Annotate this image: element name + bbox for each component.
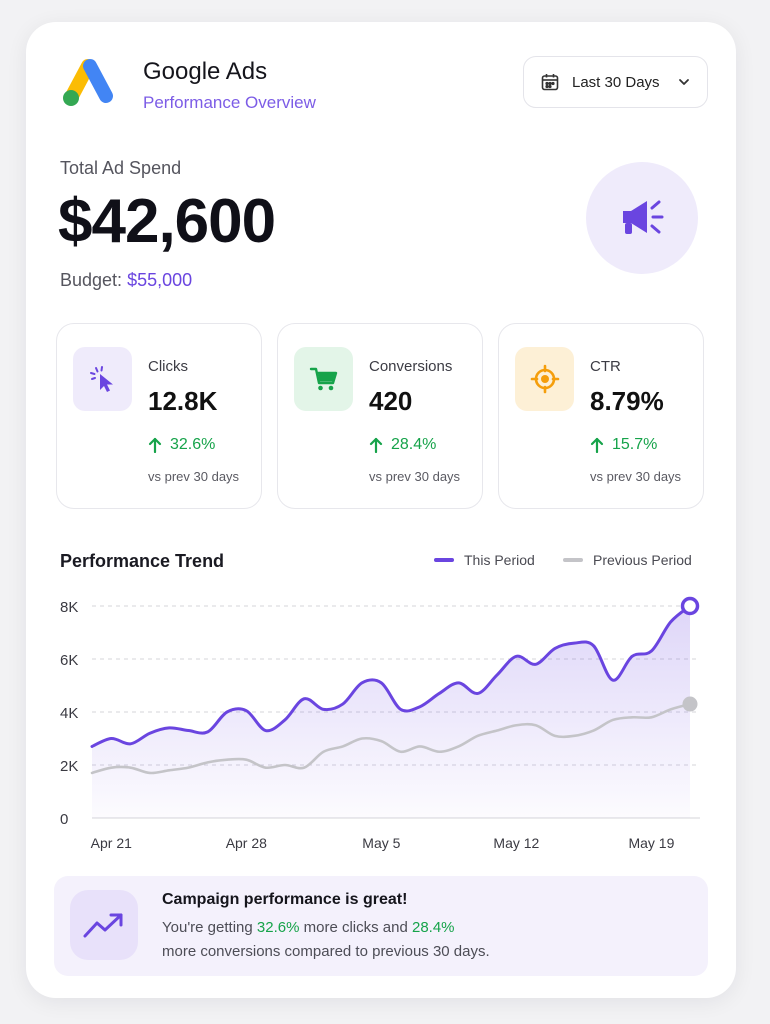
end-point-this-period[interactable] bbox=[680, 596, 700, 616]
kpi-card-conversions[interactable]: Conversions 420 28.4% vs prev 30 days bbox=[277, 323, 483, 509]
date-range-label: Last 30 Days bbox=[572, 73, 660, 91]
budget-value: $55,000 bbox=[127, 270, 193, 290]
app-subtitle: Performance Overview bbox=[143, 93, 316, 112]
kpi-change: 32.6% bbox=[148, 436, 215, 454]
chevron-down-icon bbox=[679, 79, 689, 85]
kpi-change-value: 28.4% bbox=[391, 436, 437, 453]
legend-previous-period[interactable]: Previous Period bbox=[563, 552, 692, 568]
trending-up-icon bbox=[83, 913, 123, 938]
legend-label: This Period bbox=[464, 552, 535, 568]
kpi-icon-box bbox=[515, 347, 574, 411]
arrow-up-icon bbox=[148, 437, 162, 453]
kpi-label: Clicks bbox=[148, 358, 188, 375]
kpi-change: 28.4% bbox=[369, 436, 436, 454]
trend-icon-box bbox=[70, 890, 138, 960]
app-title: Google Ads bbox=[143, 58, 268, 85]
kpi-value: 8.79% bbox=[590, 386, 664, 416]
shopping-cart-icon bbox=[309, 367, 337, 391]
kpi-label: CTR bbox=[590, 358, 621, 375]
date-range-dropdown[interactable]: Last 30 Days bbox=[523, 56, 708, 108]
google-ads-logo-icon bbox=[63, 59, 113, 106]
kpi-label: Conversions bbox=[369, 358, 453, 375]
end-point-previous-period[interactable] bbox=[682, 696, 698, 712]
kpi-icon-box bbox=[73, 347, 132, 411]
kpi-change-value: 32.6% bbox=[170, 436, 216, 453]
kpi-card-ctr[interactable]: CTR 8.79% 15.7% vs prev 30 days bbox=[498, 323, 704, 509]
kpi-value: 12.8K bbox=[148, 386, 218, 416]
total-spend-value: $42,600 bbox=[58, 187, 276, 256]
cursor-click-icon bbox=[89, 366, 113, 392]
trend-title: Performance Trend bbox=[60, 551, 225, 571]
callout-title: Campaign performance is great! bbox=[162, 891, 408, 908]
target-icon bbox=[530, 364, 559, 394]
kpi-value: 420 bbox=[369, 386, 413, 416]
budget-label: Budget: bbox=[60, 270, 123, 290]
callout-text: more clicks and bbox=[303, 919, 408, 936]
callout-line-1: You're getting 32.6% more clicks and 28.… bbox=[162, 919, 455, 936]
kpi-card-clicks[interactable]: Clicks 12.8K 32.6% vs prev 30 days bbox=[56, 323, 262, 509]
kpi-change: 15.7% bbox=[590, 436, 657, 454]
kpi-compare: vs prev 30 days bbox=[148, 469, 240, 484]
arrow-up-icon bbox=[590, 437, 604, 453]
legend-label: Previous Period bbox=[593, 552, 692, 568]
megaphone-badge bbox=[586, 162, 698, 274]
legend-swatch bbox=[563, 558, 583, 562]
callout-conversions-change: 28.4% bbox=[411, 919, 455, 936]
calendar-icon bbox=[541, 74, 559, 91]
callout-text: You're getting bbox=[162, 919, 253, 936]
legend-swatch bbox=[434, 558, 454, 562]
budget-info: Budget: $55,000 bbox=[60, 270, 192, 291]
megaphone-icon bbox=[623, 200, 664, 234]
kpi-change-value: 15.7% bbox=[612, 436, 658, 453]
callout-clicks-change: 32.6% bbox=[256, 919, 300, 936]
kpi-compare: vs prev 30 days bbox=[369, 469, 461, 484]
legend-this-period[interactable]: This Period bbox=[434, 552, 535, 568]
total-spend-label: Total Ad Spend bbox=[60, 158, 182, 178]
kpi-icon-box bbox=[294, 347, 353, 411]
kpi-compare: vs prev 30 days bbox=[590, 469, 682, 484]
arrow-up-icon bbox=[369, 437, 383, 453]
insight-callout: Campaign performance is great! You're ge… bbox=[54, 876, 708, 976]
callout-line-2: more conversions compared to previous 30… bbox=[162, 943, 490, 960]
